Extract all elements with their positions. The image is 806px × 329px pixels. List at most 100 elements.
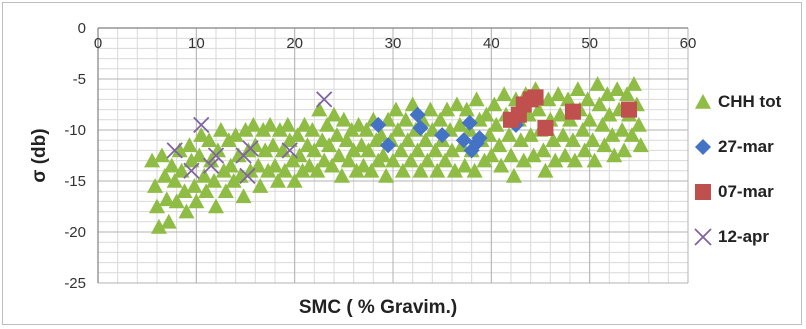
triangle-point xyxy=(296,116,313,132)
triangle-point xyxy=(230,147,247,163)
triangle-point xyxy=(444,142,460,158)
triangle-point xyxy=(576,142,593,158)
triangle-point xyxy=(599,86,616,102)
x-tick-label: 60 xyxy=(680,35,697,52)
triangle-point xyxy=(319,116,336,132)
triangle-point xyxy=(537,162,554,178)
data-marks xyxy=(144,76,649,234)
triangle-point xyxy=(535,142,552,158)
square-point xyxy=(537,119,554,136)
triangle-point xyxy=(419,152,436,168)
triangle-point xyxy=(632,137,649,153)
diamond-point xyxy=(370,116,387,133)
triangle-point xyxy=(547,152,564,168)
x-tick-label: 20 xyxy=(286,35,303,52)
triangle-point xyxy=(255,122,272,137)
triangle-point xyxy=(178,203,195,219)
triangle-point xyxy=(269,173,286,188)
triangle-point xyxy=(581,111,598,127)
diamond-point xyxy=(455,132,472,149)
triangle-point xyxy=(609,81,626,96)
triangle-point xyxy=(168,193,185,209)
series-07-mar xyxy=(503,89,637,136)
triangle-point xyxy=(385,152,401,168)
triangle-point xyxy=(429,162,446,178)
triangle-point xyxy=(348,162,365,178)
x-point xyxy=(193,116,210,134)
triangle-point xyxy=(448,96,465,112)
x-point xyxy=(316,91,333,108)
x-point xyxy=(166,142,183,159)
triangle-point xyxy=(330,147,347,163)
triangle-point xyxy=(328,127,345,142)
x-point xyxy=(207,147,225,164)
triangle-point xyxy=(589,76,606,91)
triangle-point xyxy=(488,116,505,132)
triangle-point xyxy=(432,111,449,127)
triangle-point xyxy=(530,101,547,117)
axes xyxy=(97,27,688,283)
triangle-point xyxy=(321,137,338,153)
chart-frame: 0 10 20 30 40 50 60 0 -5 -10 -15 -20 -25 SMC ( % Gra… xyxy=(2,2,802,325)
x-tick-label: 0 xyxy=(94,35,102,52)
triangle-point xyxy=(545,132,562,147)
triangle-point xyxy=(257,142,274,158)
triangle-point xyxy=(591,96,608,112)
x-tick-label: 50 xyxy=(581,35,598,52)
triangle-point xyxy=(267,157,283,173)
triangle-point xyxy=(198,183,215,198)
triangle-point xyxy=(422,101,439,117)
triangle-point xyxy=(188,193,205,209)
triangle-point xyxy=(363,162,380,178)
triangle-point xyxy=(208,198,224,214)
triangle-point xyxy=(586,152,603,168)
diamond-point xyxy=(471,130,488,147)
triangle-point xyxy=(149,198,165,214)
triangle-point xyxy=(404,96,421,112)
triangle-point xyxy=(217,183,234,198)
triangle-point xyxy=(220,132,237,147)
triangle-point xyxy=(409,142,426,158)
triangle-point xyxy=(222,157,239,173)
diamond-point xyxy=(412,119,429,136)
triangle-point xyxy=(289,127,306,142)
triangle-point xyxy=(552,106,569,122)
x-point xyxy=(281,142,298,159)
x-axis-title: SMC ( % Gravim.) xyxy=(299,297,457,318)
triangle-point xyxy=(402,152,419,168)
triangle-point xyxy=(343,122,360,137)
triangle-point xyxy=(260,162,277,178)
triangle-point xyxy=(555,127,572,142)
square-point xyxy=(621,101,637,118)
diamond-point xyxy=(434,127,451,144)
triangle-point xyxy=(604,127,621,142)
x-tick-label: 40 xyxy=(483,35,500,52)
triangle-point xyxy=(606,147,623,163)
triangle-point xyxy=(397,111,414,127)
triangle-point xyxy=(550,86,567,102)
triangle-point xyxy=(252,178,269,193)
legend-label: CHH tot xyxy=(718,92,782,111)
triangle-point xyxy=(569,81,586,96)
triangle-point xyxy=(183,152,200,168)
x-tick-label: 10 xyxy=(188,35,205,52)
legend-marker-square xyxy=(695,184,711,200)
triangle-point xyxy=(456,157,473,173)
triangle-point xyxy=(392,142,409,158)
triangle-point xyxy=(458,101,475,117)
y-tick-label: 0 xyxy=(78,20,86,37)
triangle-point xyxy=(616,142,633,158)
triangle-point xyxy=(566,152,583,168)
triangle-point xyxy=(201,132,218,147)
triangle-point xyxy=(245,116,262,132)
triangle-point xyxy=(153,147,170,163)
legend-marker-x xyxy=(694,228,712,246)
triangle-point xyxy=(496,86,513,102)
triangle-point xyxy=(451,116,468,132)
triangle-point xyxy=(147,178,164,193)
triangle-point xyxy=(476,152,493,168)
triangle-point xyxy=(355,157,372,173)
triangle-point xyxy=(144,152,161,168)
triangle-point xyxy=(601,106,618,122)
triangle-point xyxy=(276,162,293,178)
